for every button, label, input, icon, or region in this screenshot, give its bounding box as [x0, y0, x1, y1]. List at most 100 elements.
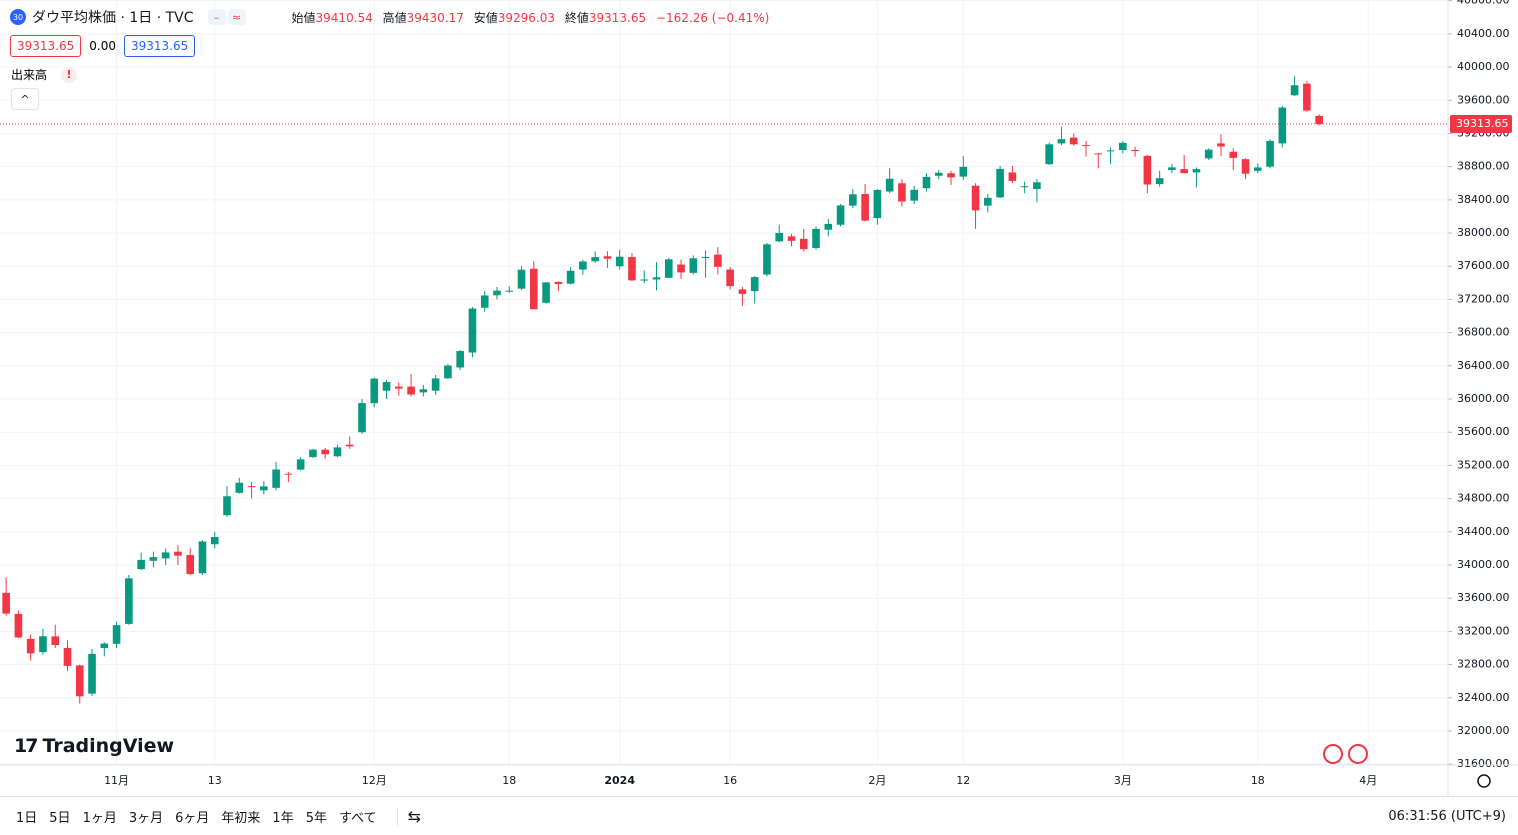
last-price-label: 39313.65 [1456, 117, 1509, 130]
candle-body [898, 183, 906, 202]
candle-body [149, 557, 158, 561]
candle-body [1168, 167, 1176, 170]
x-tick-label: 3月 [1114, 774, 1132, 787]
candle-body [579, 261, 587, 270]
y-tick-label: 31600.00 [1457, 757, 1510, 770]
candle-body [885, 178, 894, 192]
candle-body [1155, 178, 1164, 185]
candle-body [63, 647, 72, 666]
candle-body [836, 205, 845, 225]
candle-body [1180, 169, 1188, 174]
x-tick-label: 13 [208, 774, 222, 787]
open-label: 始値 [291, 10, 316, 25]
candle-body [345, 444, 354, 447]
x-tick-label: 18 [1251, 774, 1265, 787]
close-value: 39313.65 [588, 10, 647, 25]
y-tick-label: 33600.00 [1457, 591, 1510, 604]
candle-body [701, 257, 710, 259]
candle-body [431, 378, 440, 391]
date-range-icon[interactable]: ⇆ [396, 807, 421, 826]
y-tick-label: 34400.00 [1457, 525, 1510, 538]
timeframe-button[interactable]: 3ヶ月 [128, 811, 164, 826]
candle-body [1278, 107, 1287, 144]
pills: – ≈ [207, 9, 246, 25]
volume-row: 出来高 ! [11, 66, 78, 83]
low-label: 安値 [473, 10, 498, 25]
candle-body [1303, 83, 1311, 111]
candle-body [39, 636, 47, 653]
header: 30 ダウ平均株価 · 1日 · TVC – ≈ 始値39410.54 高値394… [10, 7, 769, 27]
candle-body [628, 257, 636, 281]
y-tick-label: 40000.00 [1457, 60, 1510, 73]
event-icon [1348, 744, 1368, 764]
pill[interactable]: – [207, 9, 226, 25]
candle-body [198, 541, 207, 574]
timeframes: 1日 5日 1ヶ月 3ヶ月 6ヶ月 年初来 1年 5年 すべて [10, 807, 383, 826]
candle-body [971, 185, 980, 211]
y-tick-label: 32400.00 [1457, 691, 1510, 704]
candle-body [615, 256, 624, 267]
candle-body [1008, 172, 1017, 181]
x-tick-label: 11月 [104, 774, 129, 787]
spread: 0.00 [89, 39, 116, 53]
pill[interactable]: ≈ [227, 9, 246, 25]
candle-body [125, 578, 133, 624]
candle-body [517, 269, 526, 289]
candle-body [775, 232, 784, 242]
candle-body [88, 653, 96, 694]
close-label: 終値 [564, 10, 589, 25]
sell-box[interactable]: 39313.65 [10, 35, 82, 57]
candle-body [529, 268, 538, 310]
high-label: 高値 [382, 10, 407, 25]
candle-body [591, 257, 599, 262]
toolbar: 1日 5日 1ヶ月 3ヶ月 6ヶ月 年初来 1年 5年 すべて ⇆ 06:31:56 (UTC+… [0, 796, 1518, 835]
buy-box[interactable]: 39313.65 [123, 35, 196, 57]
warning-icon[interactable]: ! [61, 66, 78, 83]
x-tick-label: 2024 [604, 774, 635, 787]
candle-body [738, 289, 747, 294]
timeframe-button[interactable]: 5年 [305, 811, 327, 826]
y-tick-label: 38400.00 [1457, 193, 1510, 206]
candle-body [677, 264, 685, 273]
candle-body [873, 189, 882, 219]
timeframe-button[interactable]: 年初来 [221, 811, 261, 826]
volume-label: 出来高 [11, 68, 48, 82]
timeframe-button[interactable]: 5日 [49, 811, 71, 826]
symbol-badge: 30 [10, 9, 26, 25]
y-tick-label: 40400.00 [1457, 27, 1510, 40]
candle-body [861, 194, 869, 221]
candle-body [370, 378, 379, 404]
timeframe-button[interactable]: すべて [338, 811, 377, 826]
candle-body [247, 486, 256, 488]
candle-body [934, 172, 943, 176]
candle-body [750, 277, 759, 292]
timeframe-button[interactable]: 6ヶ月 [175, 811, 210, 826]
x-tick-label: 2月 [868, 774, 886, 787]
candle-body [554, 281, 563, 284]
candle-body [358, 403, 366, 433]
candle-body [26, 638, 35, 654]
logo[interactable]: 17 TradingView [14, 735, 175, 757]
candle-body [112, 625, 121, 644]
y-tick-label: 36400.00 [1457, 359, 1510, 372]
y-tick-label: 40800.00 [1457, 0, 1510, 7]
candle-body [137, 559, 145, 570]
timeframe-button[interactable]: 1年 [272, 811, 294, 826]
candle-body [296, 459, 305, 470]
candle-body [100, 643, 109, 648]
timeframe-button[interactable]: 1日 [16, 811, 38, 826]
candle-body [922, 176, 931, 189]
candle-body [1192, 169, 1201, 173]
collapse-button[interactable]: ^ [11, 88, 39, 110]
y-tick-label: 32000.00 [1457, 724, 1510, 737]
x-tick-label: 12月 [362, 774, 387, 787]
candle-body [1119, 142, 1127, 151]
candle-body [652, 277, 661, 280]
timeframe-button[interactable]: 1ヶ月 [82, 811, 117, 826]
candle-body [260, 486, 268, 491]
candle-body [984, 197, 992, 206]
chart-title[interactable]: ダウ平均株価 · 1日 · TVC [32, 10, 194, 26]
y-tick-label: 33200.00 [1457, 624, 1510, 637]
x-tick-label: 4月 [1359, 774, 1377, 787]
